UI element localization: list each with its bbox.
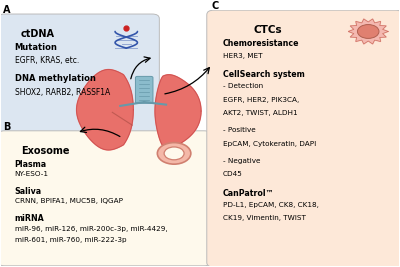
Text: EpCAM, Cytokeratin, DAPI: EpCAM, Cytokeratin, DAPI xyxy=(223,141,316,147)
Text: CTCs: CTCs xyxy=(254,25,282,35)
Text: Saliva: Saliva xyxy=(15,187,42,196)
Text: NY-ESO-1: NY-ESO-1 xyxy=(15,171,49,177)
Text: Chemoresistance: Chemoresistance xyxy=(223,39,299,48)
FancyBboxPatch shape xyxy=(136,76,153,103)
Text: - Positive: - Positive xyxy=(223,127,256,133)
Circle shape xyxy=(358,25,379,38)
Text: SHOX2, RARB2, RASSF1A: SHOX2, RARB2, RASSF1A xyxy=(15,88,110,97)
Text: ctDNA: ctDNA xyxy=(21,29,55,39)
FancyBboxPatch shape xyxy=(0,14,159,134)
Text: DNA methylation: DNA methylation xyxy=(15,74,96,83)
Text: Exosome: Exosome xyxy=(21,146,69,156)
Text: PD-L1, EpCAM, CK8, CK18,: PD-L1, EpCAM, CK8, CK18, xyxy=(223,202,318,208)
Circle shape xyxy=(164,147,184,160)
FancyBboxPatch shape xyxy=(0,131,211,266)
Circle shape xyxy=(157,143,191,164)
Text: C: C xyxy=(212,1,219,11)
Text: B: B xyxy=(3,121,10,132)
Text: miR-601, miR-760, miR-222-3p: miR-601, miR-760, miR-222-3p xyxy=(15,237,126,243)
Text: EGFR, HER2, PIK3CA,: EGFR, HER2, PIK3CA, xyxy=(223,97,299,103)
Text: A: A xyxy=(3,5,10,15)
Text: - Detection: - Detection xyxy=(223,83,263,89)
Text: miRNA: miRNA xyxy=(15,214,44,223)
Text: Mutation: Mutation xyxy=(15,43,58,52)
Text: CanPatrol™: CanPatrol™ xyxy=(223,189,274,198)
Text: EGFR, KRAS, etc.: EGFR, KRAS, etc. xyxy=(15,56,79,65)
Polygon shape xyxy=(76,70,133,150)
Text: CK19, Vimentin, TWIST: CK19, Vimentin, TWIST xyxy=(223,215,306,221)
Text: HER3, MET: HER3, MET xyxy=(223,53,262,58)
FancyBboxPatch shape xyxy=(207,10,400,267)
Text: CRNN, BPIFA1, MUC5B, IQGAP: CRNN, BPIFA1, MUC5B, IQGAP xyxy=(15,198,123,205)
Polygon shape xyxy=(155,75,201,147)
Text: - Negative: - Negative xyxy=(223,158,260,164)
Text: Plasma: Plasma xyxy=(15,160,47,169)
Text: CellSearch system: CellSearch system xyxy=(223,70,304,79)
Text: AKT2, TWIST, ALDH1: AKT2, TWIST, ALDH1 xyxy=(223,110,297,116)
Text: miR-96, miR-126, miR-200c-3p, miR-4429,: miR-96, miR-126, miR-200c-3p, miR-4429, xyxy=(15,226,167,232)
Text: CD45: CD45 xyxy=(223,171,242,177)
Polygon shape xyxy=(348,19,388,44)
